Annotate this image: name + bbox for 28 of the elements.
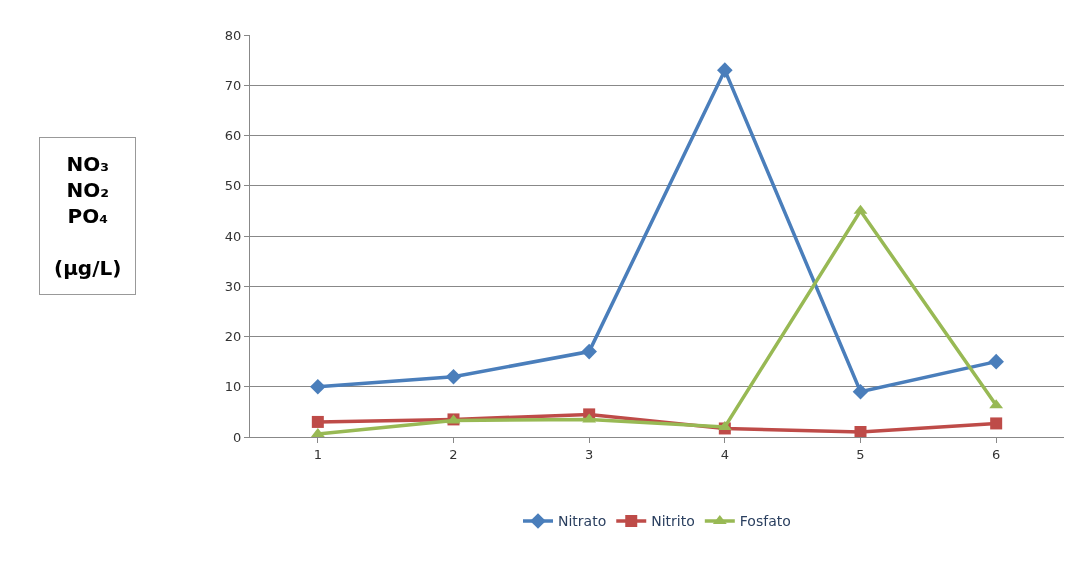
y-tick-label: 50 <box>224 178 242 194</box>
point <box>990 417 1003 430</box>
x-tick-label: 2 <box>449 446 458 462</box>
y-tick-label: 80 <box>224 27 242 43</box>
y-tick-label: 20 <box>224 329 242 345</box>
x-tick-label: 3 <box>585 446 594 462</box>
point <box>445 368 462 385</box>
x-tick-label: 4 <box>720 446 729 462</box>
x-tick-label: 5 <box>856 446 865 462</box>
point <box>581 343 597 360</box>
text: NO₃ NO₂ PO₄ (µg/L) <box>54 152 122 280</box>
point <box>852 383 869 400</box>
point <box>988 353 1004 370</box>
x-tick-label: 6 <box>992 446 1001 462</box>
x-tick-label: 1 <box>313 446 322 462</box>
legend-label: Fosfato <box>739 513 791 530</box>
point <box>311 415 324 428</box>
y-tick-label: 40 <box>224 228 242 244</box>
y-tick-label: 0 <box>233 429 242 445</box>
y-tick-label: 10 <box>224 379 242 395</box>
point <box>717 62 733 78</box>
y-tick-label: 70 <box>224 77 242 93</box>
point <box>854 425 867 437</box>
legend-label: Nitrito <box>651 513 695 530</box>
y-tick-label: 60 <box>224 128 242 144</box>
point <box>310 378 326 395</box>
y-tick-label: 30 <box>224 278 242 294</box>
legend-label: Nitrato <box>558 513 607 530</box>
